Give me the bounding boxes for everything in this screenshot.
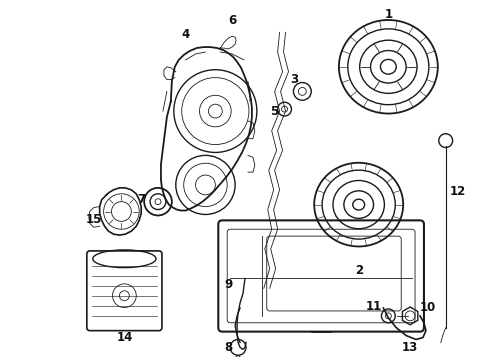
Text: 2: 2	[355, 264, 363, 277]
Text: 1: 1	[384, 8, 392, 21]
Text: 5: 5	[270, 105, 279, 118]
Text: 11: 11	[366, 300, 382, 312]
Text: 3: 3	[291, 73, 298, 86]
Text: 13: 13	[402, 341, 418, 354]
Text: 8: 8	[224, 341, 232, 354]
Text: 7: 7	[137, 193, 145, 206]
Text: 10: 10	[420, 301, 436, 315]
Text: 14: 14	[116, 331, 133, 344]
Text: 9: 9	[224, 278, 232, 291]
Text: 4: 4	[182, 28, 190, 41]
Text: 12: 12	[449, 185, 466, 198]
Text: 15: 15	[86, 213, 102, 226]
Text: 6: 6	[228, 14, 236, 27]
